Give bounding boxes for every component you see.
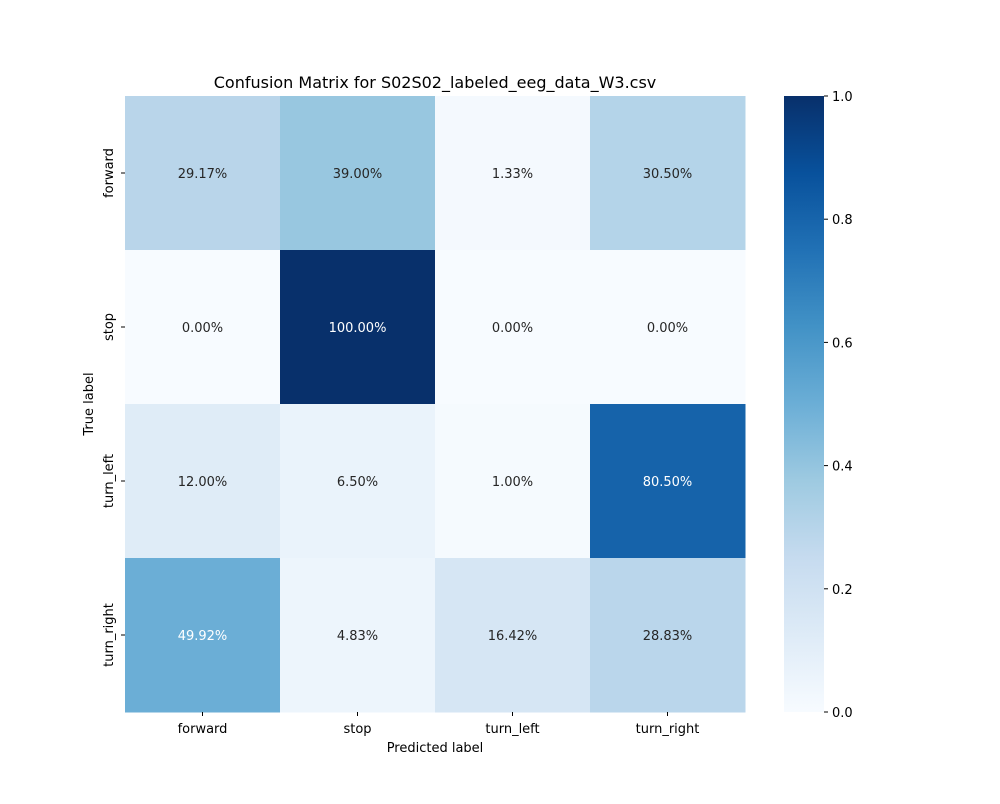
heatmap-cell (125, 558, 281, 713)
heatmap-cell (125, 250, 281, 405)
colorbar-tick-label: 0.0 (832, 706, 853, 721)
cell-annotation: 16.42% (488, 629, 538, 644)
heatmap-cell (435, 250, 591, 405)
cell-annotation: 12.00% (178, 475, 228, 490)
cell-annotations: 29.17% 39.00% 1.33% 30.50% 0.00% 100.00% 0.00%… (178, 167, 693, 644)
heatmap-cell (590, 96, 746, 251)
heatmap-cell (280, 96, 436, 251)
cell-annotation: 0.00% (492, 321, 533, 336)
colorbar-ticks: 0.0 0.2 0.4 0.6 0.8 1.0 (824, 90, 853, 721)
cell-annotation: 6.50% (337, 475, 378, 490)
cell-annotation: 0.00% (182, 321, 223, 336)
heatmap-cell (125, 96, 281, 251)
cell-annotation: 30.50% (643, 167, 693, 182)
y-tick-label: stop (102, 313, 117, 341)
heatmap-cell (590, 250, 746, 405)
y-tick-label: forward (102, 148, 117, 198)
heatmap-cell (280, 404, 436, 559)
colorbar-tick-label: 0.4 (832, 460, 853, 475)
x-axis-ticks: forward stop turn_left turn_right (178, 712, 700, 737)
y-axis-ticks: forward stop turn_left turn_right (102, 148, 125, 667)
cell-annotation: 28.83% (643, 629, 693, 644)
heatmap-cell (435, 558, 591, 713)
colorbar-tick-label: 0.6 (832, 336, 853, 351)
heatmap-cell (280, 558, 436, 713)
cell-annotation: 39.00% (333, 167, 383, 182)
heatmap-cell (435, 96, 591, 251)
cell-annotation: 4.83% (337, 629, 378, 644)
y-tick-label: turn_left (102, 454, 117, 508)
chart-title: Confusion Matrix for S02S02_labeled_eeg_… (214, 73, 657, 93)
y-axis-label: True label (82, 372, 97, 436)
cell-annotation: 1.33% (492, 167, 533, 182)
colorbar-tick-label: 0.8 (832, 213, 853, 228)
heatmap-cell (435, 404, 591, 559)
heatmap-cell (125, 404, 281, 559)
colorbar (784, 96, 824, 712)
heatmap-cell (590, 404, 746, 559)
y-tick-label: turn_right (102, 603, 117, 667)
colorbar-tick-label: 0.2 (832, 583, 853, 598)
x-tick-label: stop (343, 722, 371, 737)
cell-annotation: 0.00% (647, 321, 688, 336)
cell-annotation: 49.92% (178, 629, 228, 644)
colorbar-tick-label: 1.0 (832, 90, 853, 105)
x-axis-label: Predicted label (387, 741, 484, 756)
x-tick-label: turn_right (636, 722, 700, 737)
heatmap-cell (590, 558, 746, 713)
x-tick-label: forward (178, 722, 228, 737)
x-tick-label: turn_left (485, 722, 539, 737)
heatmap-cell (280, 250, 436, 405)
cell-annotation: 100.00% (329, 321, 387, 336)
heatmap-cells (125, 96, 746, 713)
cell-annotation: 1.00% (492, 475, 533, 490)
cell-annotation: 80.50% (643, 475, 693, 490)
cell-annotation: 29.17% (178, 167, 228, 182)
